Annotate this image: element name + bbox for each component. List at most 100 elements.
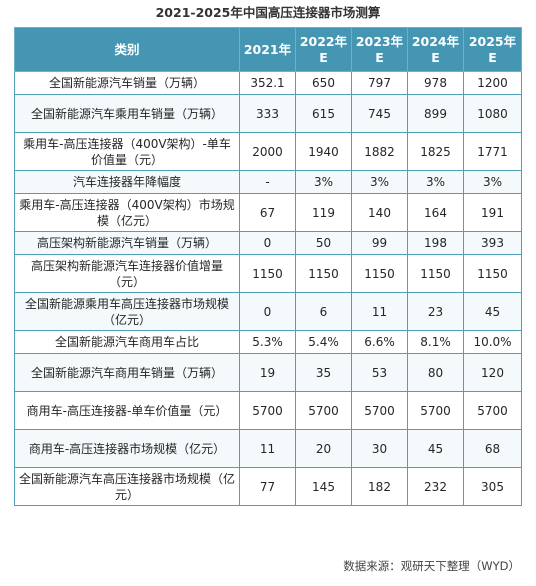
- cell-value: 5700: [407, 391, 464, 430]
- table-row: 商用车-高压连接器市场规模（亿元） 11 20 30 45 68: [14, 429, 522, 468]
- table-row: 全国新能源汽车乘用车销量（万辆） 333 615 745 899 1080: [14, 94, 522, 133]
- row-label: 全国新能源汽车乘用车销量（万辆）: [14, 94, 240, 133]
- table-row: 全国新能源乘用车高压连接器市场规模（亿元） 0 6 11 23 45: [14, 292, 522, 331]
- cell-value: 11: [239, 429, 296, 468]
- cell-value: 1882: [351, 132, 408, 171]
- cell-value: 232: [407, 467, 464, 506]
- market-estimate-table: 类别 2021年 2022年E 2023年E 2024年E 2025年E 全国新…: [14, 27, 522, 506]
- cell-value: 191: [463, 193, 522, 232]
- table-header-row: 类别 2021年 2022年E 2023年E 2024年E 2025年E: [14, 27, 522, 72]
- cell-value: 0: [239, 292, 296, 331]
- row-label: 高压架构新能源汽车销量（万辆）: [14, 231, 240, 255]
- header-2025e: 2025年E: [463, 27, 522, 72]
- row-label: 全国新能源汽车商用车销量（万辆）: [14, 353, 240, 392]
- cell-value: 182: [351, 467, 408, 506]
- table-row: 高压架构新能源汽车连接器价值增量（元） 1150 1150 1150 1150 …: [14, 254, 522, 293]
- cell-value: 5.4%: [295, 330, 352, 354]
- cell-value: 615: [295, 94, 352, 133]
- cell-value: 1080: [463, 94, 522, 133]
- cell-value: 119: [295, 193, 352, 232]
- cell-value: 99: [351, 231, 408, 255]
- cell-value: 1150: [463, 254, 522, 293]
- cell-value: 2000: [239, 132, 296, 171]
- cell-value: -: [239, 170, 296, 194]
- row-label: 乘用车-高压连接器（400V架构）市场规模（亿元）: [14, 193, 240, 232]
- cell-value: 3%: [407, 170, 464, 194]
- cell-value: 198: [407, 231, 464, 255]
- cell-value: 3%: [463, 170, 522, 194]
- row-label: 全国新能源汽车商用车占比: [14, 330, 240, 354]
- cell-value: 1940: [295, 132, 352, 171]
- row-label: 全国新能源乘用车高压连接器市场规模（亿元）: [14, 292, 240, 331]
- cell-value: 1150: [407, 254, 464, 293]
- cell-value: 0: [239, 231, 296, 255]
- table-row: 汽车连接器年降幅度 - 3% 3% 3% 3%: [14, 170, 522, 194]
- cell-value: 1150: [351, 254, 408, 293]
- cell-value: 3%: [351, 170, 408, 194]
- cell-value: 45: [463, 292, 522, 331]
- cell-value: 10.0%: [463, 330, 522, 354]
- cell-value: 352.1: [239, 71, 296, 95]
- cell-value: 80: [407, 353, 464, 392]
- cell-value: 6.6%: [351, 330, 408, 354]
- cell-value: 5700: [463, 391, 522, 430]
- cell-value: 8.1%: [407, 330, 464, 354]
- row-label: 乘用车-高压连接器（400V架构）-单车价值量（元）: [14, 132, 240, 171]
- cell-value: 164: [407, 193, 464, 232]
- cell-value: 68: [463, 429, 522, 468]
- table-row: 全国新能源汽车商用车销量（万辆） 19 35 53 80 120: [14, 353, 522, 392]
- table-row: 乘用车-高压连接器（400V架构）-单车价值量（元） 2000 1940 188…: [14, 132, 522, 171]
- cell-value: 20: [295, 429, 352, 468]
- cell-value: 1150: [239, 254, 296, 293]
- cell-value: 1825: [407, 132, 464, 171]
- cell-value: 23: [407, 292, 464, 331]
- cell-value: 53: [351, 353, 408, 392]
- cell-value: 6: [295, 292, 352, 331]
- cell-value: 797: [351, 71, 408, 95]
- cell-value: 1771: [463, 132, 522, 171]
- row-label: 全国新能源汽车销量（万辆）: [14, 71, 240, 95]
- cell-value: 333: [239, 94, 296, 133]
- cell-value: 745: [351, 94, 408, 133]
- table-row: 全国新能源汽车商用车占比 5.3% 5.4% 6.6% 8.1% 10.0%: [14, 330, 522, 354]
- cell-value: 140: [351, 193, 408, 232]
- header-2023e: 2023年E: [351, 27, 408, 72]
- cell-value: 5.3%: [239, 330, 296, 354]
- cell-value: 77: [239, 467, 296, 506]
- cell-value: 11: [351, 292, 408, 331]
- cell-value: 67: [239, 193, 296, 232]
- cell-value: 50: [295, 231, 352, 255]
- cell-value: 5700: [295, 391, 352, 430]
- data-source-note: 数据来源：观研天下整理（WYD）: [343, 559, 520, 573]
- cell-value: 19: [239, 353, 296, 392]
- row-label: 全国新能源汽车高压连接器市场规模（亿元）: [14, 467, 240, 506]
- table-row: 全国新能源汽车销量（万辆） 352.1 650 797 978 1200: [14, 71, 522, 95]
- row-label: 汽车连接器年降幅度: [14, 170, 240, 194]
- table-title: 2021-2025年中国高压连接器市场测算: [155, 5, 381, 20]
- cell-value: 30: [351, 429, 408, 468]
- row-label: 商用车-高压连接器市场规模（亿元）: [14, 429, 240, 468]
- cell-value: 305: [463, 467, 522, 506]
- cell-value: 45: [407, 429, 464, 468]
- row-label: 商用车-高压连接器-单车价值量（元）: [14, 391, 240, 430]
- cell-value: 978: [407, 71, 464, 95]
- cell-value: 1150: [295, 254, 352, 293]
- table-row: 商用车-高压连接器-单车价值量（元） 5700 5700 5700 5700 5…: [14, 391, 522, 430]
- cell-value: 5700: [239, 391, 296, 430]
- header-2024e: 2024年E: [407, 27, 464, 72]
- cell-value: 1200: [463, 71, 522, 95]
- cell-value: 3%: [295, 170, 352, 194]
- cell-value: 145: [295, 467, 352, 506]
- header-2021: 2021年: [239, 27, 296, 72]
- cell-value: 35: [295, 353, 352, 392]
- header-2022e: 2022年E: [295, 27, 352, 72]
- cell-value: 393: [463, 231, 522, 255]
- table-row: 乘用车-高压连接器（400V架构）市场规模（亿元） 67 119 140 164…: [14, 193, 522, 232]
- header-category: 类别: [14, 27, 240, 72]
- cell-value: 5700: [351, 391, 408, 430]
- table-row: 高压架构新能源汽车销量（万辆） 0 50 99 198 393: [14, 231, 522, 255]
- cell-value: 120: [463, 353, 522, 392]
- table-row: 全国新能源汽车高压连接器市场规模（亿元） 77 145 182 232 305: [14, 467, 522, 506]
- cell-value: 899: [407, 94, 464, 133]
- cell-value: 650: [295, 71, 352, 95]
